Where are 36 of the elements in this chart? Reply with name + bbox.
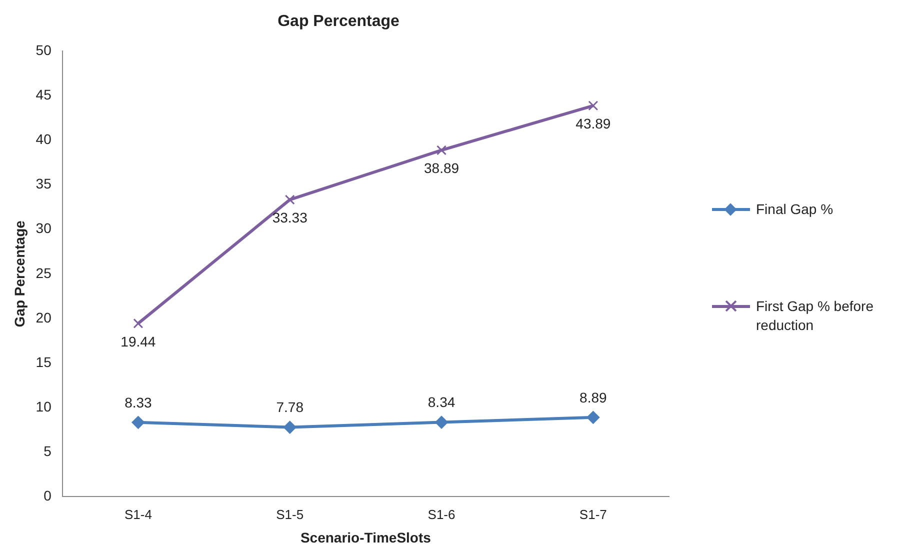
data-label: 8.89 [580,389,608,406]
data-label: 8.33 [124,394,152,410]
point [283,420,296,434]
legend-label: Final Gap % [756,200,834,219]
y-axis-title: Gap Percentage [11,220,28,328]
point [132,416,145,429]
x-tick-label: S1-7 [579,506,607,522]
y-tick-label: 30 [36,220,52,236]
y-tick-label: 20 [36,309,52,326]
y-tick-label: 50 [36,42,52,58]
legend-label: First Gap % before reduction [756,297,874,335]
point [588,100,598,111]
x-tick-label: S1-4 [124,506,152,522]
y-tick-label: 25 [36,264,52,281]
y-tick-label: 15 [36,354,52,370]
point [284,194,295,205]
point [133,318,144,328]
y-tick-label: 5 [44,442,52,459]
y-tick-label: 0 [44,487,52,504]
data-label: 7.78 [276,399,304,416]
y-tick-label: 45 [36,86,52,103]
data-label: 33.33 [272,210,308,226]
data-label: 19.44 [120,333,156,350]
point [586,410,600,424]
data-label: 8.34 [428,394,456,410]
x-tick-label: S1-5 [276,506,304,522]
data-label: 43.89 [576,115,611,132]
x-axis-title: Scenario-TimeSlots [300,529,432,546]
chart-title: Gap Percentage [278,13,400,30]
y-tick-label: 40 [36,131,52,148]
y-tick-label: 10 [36,398,52,414]
data-label: 38.89 [424,160,460,176]
y-tick-label: 35 [36,176,52,192]
point [436,145,447,156]
x-tick-label: S1-6 [428,506,456,522]
point [435,416,448,429]
